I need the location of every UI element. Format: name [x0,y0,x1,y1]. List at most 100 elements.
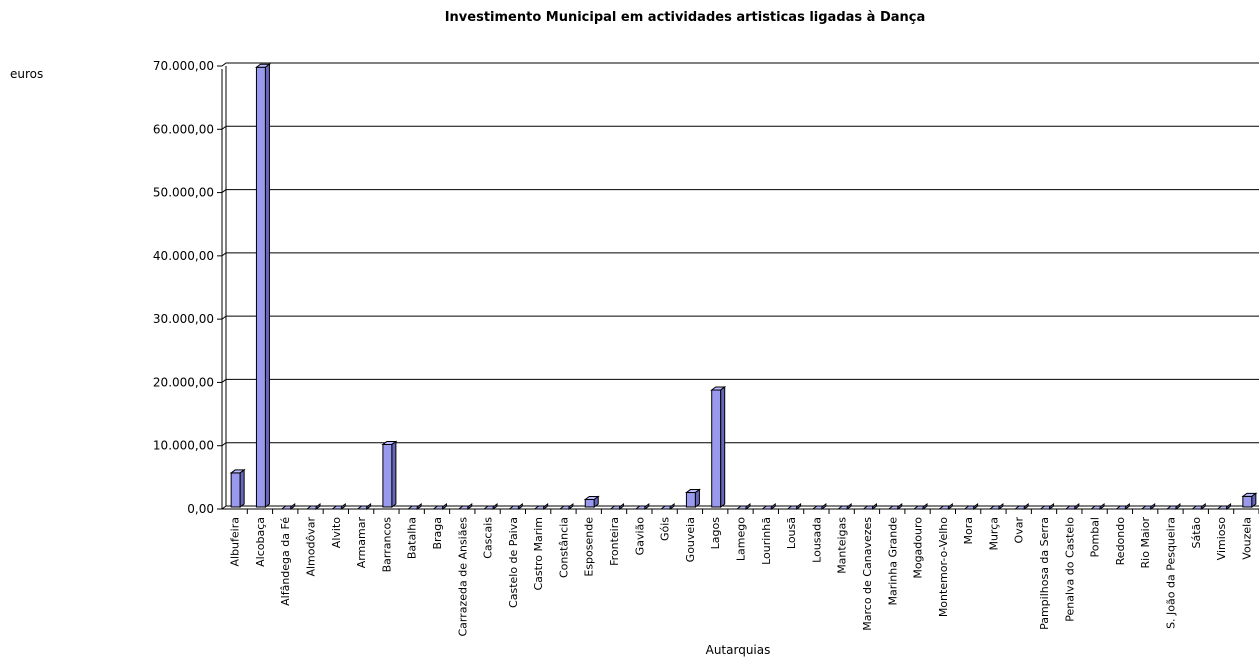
bar-front [584,499,595,508]
x-category-label: Alvito [330,517,343,548]
x-category-label: Barrancos [380,517,393,573]
bar [912,503,929,510]
bar-front [230,472,241,508]
bar-side [669,503,675,510]
bar-side [1175,503,1181,510]
gridline-depth [221,125,227,130]
x-category-label: Rio Maior [1139,517,1152,569]
y-tick-label: 10.000,00 [153,439,214,453]
bar [356,503,373,510]
x-category-label: Redondo [1114,517,1127,566]
bar-front [382,443,393,508]
x-category-label: Gouveia [684,517,697,562]
x-category-label: Penalva do Castelo [1063,517,1076,622]
bar [1165,503,1182,510]
x-category-label: Braga [431,517,444,550]
x-category-label: Murça [987,517,1000,551]
x-category-label: Constância [557,517,570,578]
bar [710,386,727,508]
bar [684,488,701,508]
bar-side [871,503,877,510]
bar-side [366,503,372,510]
gridline-depth [221,442,227,447]
bar-side [1251,492,1257,508]
bar [558,503,575,510]
bar [254,63,271,508]
x-category-label: Vouzela [1240,517,1253,560]
x-category-label: Armamar [355,517,368,569]
x-category-label: Lamego [735,517,748,561]
bar-side [644,503,650,510]
x-category-label: Marco de Canavezes [861,517,874,631]
y-tick-label: 70.000,00 [153,59,214,73]
bar-side [922,503,928,510]
bar [1064,503,1081,510]
x-category-label: Alcobaça [254,517,267,567]
x-category-label: Montemor-o-Velho [937,517,950,617]
bar-side [1200,503,1206,510]
x-category-label: S. João da Pesqueira [1164,517,1177,629]
bar-side [290,503,296,510]
bar-side [239,468,245,508]
y-tick-label: 40.000,00 [153,249,214,263]
bar [786,503,803,510]
grid-lines [221,62,1259,510]
gridline-depth [221,252,227,257]
chart-title: Investimento Municipal em actividades ar… [444,10,926,25]
x-category-label: Lousã [785,517,798,549]
x-category-label: Castro Marim [532,517,545,591]
bar [381,440,398,508]
gridline-depth [221,189,227,193]
bar-side [391,440,397,508]
bar-side [568,503,574,510]
bar-side [720,386,726,508]
gridline-depth [221,379,227,383]
bar-side [467,503,473,510]
x-category-label: Pombal [1089,517,1102,557]
x-category-label: Gavião [633,517,646,556]
y-tick-label: 30.000,00 [153,312,214,326]
y-tick-label: 50.000,00 [153,186,214,200]
bar [1190,503,1207,510]
x-category-label: Vimioso [1215,517,1228,561]
bar-side [1150,503,1156,510]
x-axis: Albufeira Alcobaça Alfândega da Fé Almodôva… [222,508,1259,637]
bar-side [973,503,979,510]
x-category-label: Mora [962,517,975,544]
bar-side [796,503,802,510]
bar-front [1242,495,1253,508]
bar-side [315,503,321,510]
x-category-label: Lourinhã [760,517,773,565]
bar-side [441,503,447,510]
y-tick-label: 0,00 [187,502,214,516]
y-tick-label: 60.000,00 [153,122,214,136]
bar-side [998,503,1004,510]
gridline-depth [221,315,227,320]
bar [533,503,550,510]
bar-front [685,492,696,508]
bar-side [694,488,700,508]
bar-side [1023,503,1029,510]
bar-side [846,503,852,510]
bar [583,495,600,508]
bar-side [1049,503,1055,510]
bar [861,503,878,510]
bar-side [619,503,625,510]
x-category-label: Albufeira [229,517,242,567]
bar [735,503,752,510]
bar-side [264,63,270,508]
bar-side [517,503,523,510]
gridline-depth [221,62,227,67]
bar-side [1226,503,1232,510]
bars [229,63,1258,510]
x-category-label: Esposende [583,517,596,577]
bar-side [340,503,346,510]
x-category-label: Pampilhosa da Serra [1038,517,1051,630]
bar-front [255,66,266,508]
bar [229,468,246,508]
x-category-label: Alfândega da Fé [279,517,292,606]
x-category-label: Lousada [810,517,823,563]
x-category-label: Ovar [1013,517,1026,544]
y-axis: 0,00 10.000,00 20.000,00 30.000,00 40.000,00… [153,59,223,516]
